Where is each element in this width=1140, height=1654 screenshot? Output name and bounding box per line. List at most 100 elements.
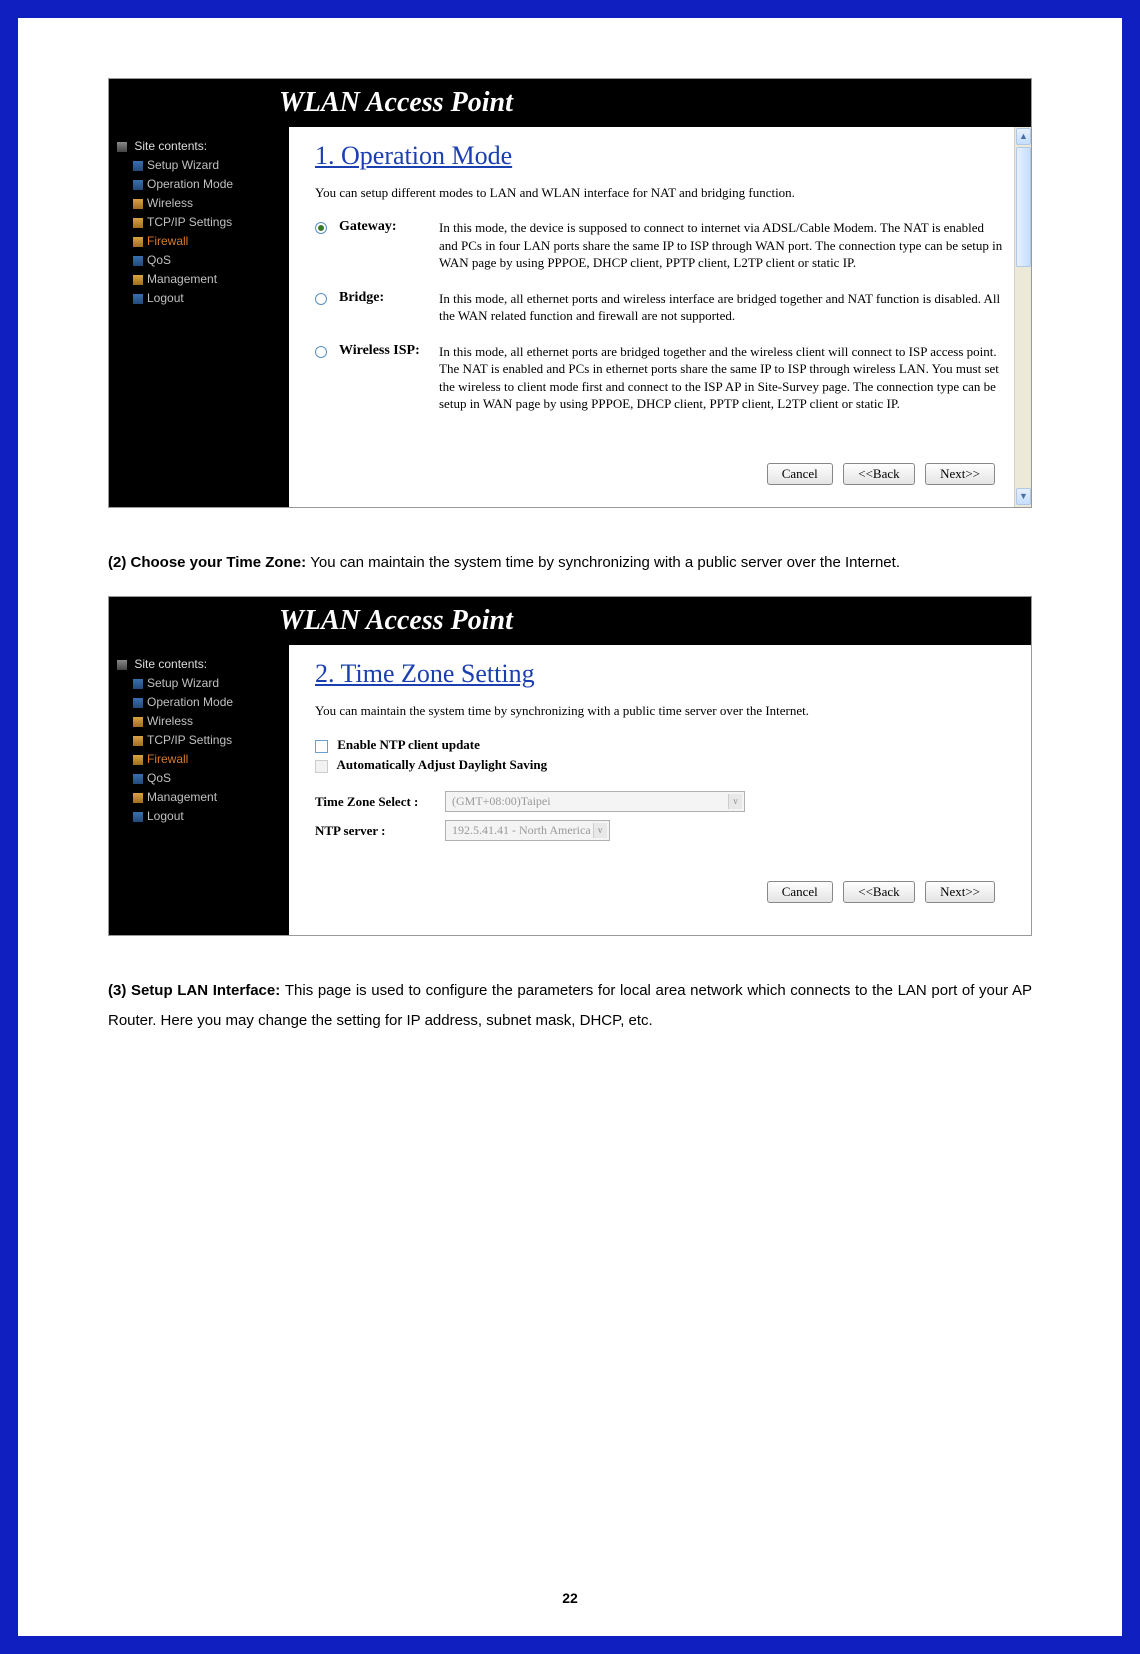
- folder-icon: [133, 218, 143, 228]
- mode-row: Gateway:In this mode, the device is supp…: [315, 219, 1005, 272]
- sidebar-item[interactable]: Firewall: [117, 750, 281, 769]
- chevron-down-icon: v: [593, 823, 607, 838]
- sidebar-item[interactable]: Setup Wizard: [117, 156, 281, 175]
- sidebar-item[interactable]: QoS: [117, 251, 281, 270]
- page-icon: [133, 679, 143, 689]
- sidebar-item[interactable]: Firewall: [117, 232, 281, 251]
- app-header: WLAN Access Point: [109, 597, 1031, 645]
- page-title: 1. Operation Mode: [315, 141, 1005, 171]
- folder-icon: [133, 717, 143, 727]
- sidebar-item[interactable]: Setup Wizard: [117, 674, 281, 693]
- checkbox-dst: [315, 760, 328, 773]
- sidebar-item-label: Wireless: [147, 714, 193, 728]
- page-icon: [133, 256, 143, 266]
- label-ntp-server: NTP server :: [315, 823, 445, 839]
- sidebar-item-label: Firewall: [147, 234, 188, 248]
- sidebar-item[interactable]: Management: [117, 788, 281, 807]
- folder-icon: [133, 199, 143, 209]
- sidebar: Site contents: Setup Wizard Operation Mod…: [109, 127, 289, 507]
- page-number: 22: [18, 1590, 1122, 1606]
- radio-mode[interactable]: [315, 293, 327, 305]
- folder-icon: [133, 736, 143, 746]
- app-header: WLAN Access Point: [109, 79, 1031, 127]
- sidebar-item[interactable]: Logout: [117, 289, 281, 308]
- radio-mode[interactable]: [315, 346, 327, 358]
- sidebar-item[interactable]: Logout: [117, 807, 281, 826]
- sidebar-item[interactable]: QoS: [117, 769, 281, 788]
- page-icon: [133, 698, 143, 708]
- button-row: Cancel <<Back Next>>: [315, 881, 1005, 903]
- main-panel: 2. Time Zone Setting You can maintain th…: [289, 645, 1031, 935]
- sidebar-item-label: TCP/IP Settings: [147, 733, 232, 747]
- sidebar-item[interactable]: Operation Mode: [117, 693, 281, 712]
- scrollbar[interactable]: ▲ ▼: [1014, 127, 1031, 507]
- page-icon: [133, 161, 143, 171]
- sidebar-item-label: Wireless: [147, 196, 193, 210]
- sidebar-item[interactable]: Management: [117, 270, 281, 289]
- page-icon: [133, 294, 143, 304]
- sidebar-item-label: Logout: [147, 809, 184, 823]
- mode-row: Bridge:In this mode, all ethernet ports …: [315, 290, 1005, 325]
- sidebar-item-label: Management: [147, 272, 217, 286]
- mode-label: Gateway:: [339, 219, 439, 235]
- sidebar-item-label: Setup Wizard: [147, 158, 219, 172]
- label-dst: Automatically Adjust Daylight Saving: [337, 757, 548, 772]
- scroll-down-icon[interactable]: ▼: [1016, 488, 1031, 505]
- tree-root-icon: [117, 660, 127, 670]
- folder-icon: [133, 275, 143, 285]
- sidebar-item[interactable]: Wireless: [117, 712, 281, 731]
- mode-description: In this mode, all ethernet ports and wir…: [439, 290, 1005, 325]
- sidebar-root: Site contents:: [117, 137, 281, 156]
- sidebar: Site contents: Setup Wizard Operation Mod…: [109, 645, 289, 935]
- scroll-up-icon[interactable]: ▲: [1016, 128, 1031, 145]
- sidebar-item[interactable]: Operation Mode: [117, 175, 281, 194]
- sidebar-item-label: Operation Mode: [147, 695, 233, 709]
- screenshot-operation-mode: WLAN Access Point Site contents: Setup W…: [108, 78, 1032, 508]
- cancel-button[interactable]: Cancel: [767, 881, 833, 903]
- main-panel: 1. Operation Mode You can setup differen…: [289, 127, 1031, 507]
- scroll-thumb[interactable]: [1016, 147, 1031, 267]
- folder-icon: [133, 755, 143, 765]
- page-icon: [133, 774, 143, 784]
- sidebar-item-label: Firewall: [147, 752, 188, 766]
- label-timezone: Time Zone Select :: [315, 794, 445, 810]
- sidebar-item-label: Operation Mode: [147, 177, 233, 191]
- page-description: You can maintain the system time by sync…: [315, 703, 1005, 719]
- chevron-down-icon: v: [728, 794, 742, 809]
- back-button[interactable]: <<Back: [843, 881, 914, 903]
- mode-row: Wireless ISP:In this mode, all ethernet …: [315, 343, 1005, 413]
- sidebar-root: Site contents:: [117, 655, 281, 674]
- sidebar-item[interactable]: Wireless: [117, 194, 281, 213]
- doc-paragraph-2: (2) Choose your Time Zone: You can maint…: [108, 548, 1032, 578]
- page-icon: [133, 812, 143, 822]
- label-ntp-update: Enable NTP client update: [337, 737, 480, 752]
- screenshot-time-zone: WLAN Access Point Site contents: Setup W…: [108, 596, 1032, 936]
- next-button[interactable]: Next>>: [925, 881, 995, 903]
- sidebar-item-label: Logout: [147, 291, 184, 305]
- sidebar-item-label: Management: [147, 790, 217, 804]
- sidebar-item[interactable]: TCP/IP Settings: [117, 731, 281, 750]
- doc-paragraph-3: (3) Setup LAN Interface: This page is us…: [108, 976, 1032, 1036]
- page-title: 2. Time Zone Setting: [315, 659, 1005, 689]
- select-timezone[interactable]: (GMT+08:00)Taipei v: [445, 791, 745, 812]
- tz-options: Enable NTP client update Automatically A…: [315, 737, 1005, 773]
- sidebar-item-label: QoS: [147, 253, 171, 267]
- next-button[interactable]: Next>>: [925, 463, 995, 485]
- checkbox-ntp-update[interactable]: [315, 740, 328, 753]
- sidebar-item[interactable]: TCP/IP Settings: [117, 213, 281, 232]
- mode-label: Bridge:: [339, 290, 439, 306]
- mode-description: In this mode, the device is supposed to …: [439, 219, 1005, 272]
- page-icon: [133, 180, 143, 190]
- mode-label: Wireless ISP:: [339, 343, 439, 359]
- folder-icon: [133, 793, 143, 803]
- tree-root-icon: [117, 142, 127, 152]
- page-description: You can setup different modes to LAN and…: [315, 185, 1005, 201]
- sidebar-item-label: QoS: [147, 771, 171, 785]
- cancel-button[interactable]: Cancel: [767, 463, 833, 485]
- folder-icon: [133, 237, 143, 247]
- radio-mode[interactable]: [315, 222, 327, 234]
- sidebar-item-label: TCP/IP Settings: [147, 215, 232, 229]
- select-ntp-server[interactable]: 192.5.41.41 - North America v: [445, 820, 610, 841]
- back-button[interactable]: <<Back: [843, 463, 914, 485]
- button-row: Cancel <<Back Next>>: [315, 463, 1005, 485]
